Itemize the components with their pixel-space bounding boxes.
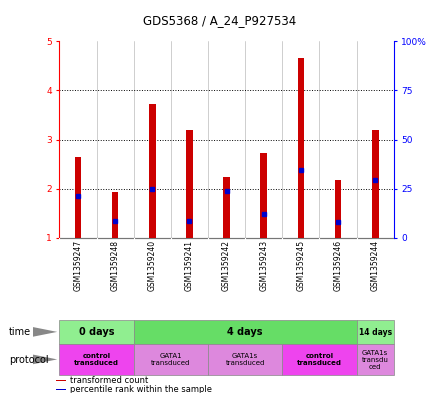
Text: time: time — [9, 327, 31, 337]
Bar — [335, 180, 341, 238]
Text: 4 days: 4 days — [227, 327, 263, 337]
Bar — [55, 380, 66, 381]
Text: transformed count: transformed count — [70, 376, 148, 385]
Bar — [372, 130, 378, 238]
Text: control
transduced: control transduced — [297, 353, 342, 366]
Bar — [357, 320, 394, 344]
Polygon shape — [33, 354, 57, 364]
Text: 14 days: 14 days — [359, 328, 392, 336]
Bar — [282, 344, 357, 375]
Bar — [208, 344, 282, 375]
Bar — [134, 344, 208, 375]
Text: GSM1359245: GSM1359245 — [297, 240, 305, 291]
Bar — [223, 177, 230, 238]
Bar — [134, 320, 357, 344]
Text: GSM1359240: GSM1359240 — [148, 240, 157, 291]
Text: GATA1s
transdu
ced: GATA1s transdu ced — [362, 350, 389, 369]
Bar — [297, 59, 304, 238]
Text: GATA1s
transduced: GATA1s transduced — [225, 353, 265, 366]
Text: GSM1359242: GSM1359242 — [222, 240, 231, 291]
Bar — [149, 104, 156, 238]
Bar — [59, 320, 134, 344]
Text: GSM1359248: GSM1359248 — [110, 240, 120, 291]
Polygon shape — [33, 327, 57, 337]
Text: GATA1
transduced: GATA1 transduced — [151, 353, 191, 366]
Text: percentile rank within the sample: percentile rank within the sample — [70, 385, 212, 393]
Bar — [59, 344, 134, 375]
Text: GSM1359243: GSM1359243 — [259, 240, 268, 291]
Text: control
transduced: control transduced — [74, 353, 119, 366]
Text: 0 days: 0 days — [79, 327, 114, 337]
Text: GDS5368 / A_24_P927534: GDS5368 / A_24_P927534 — [143, 14, 297, 27]
Text: GSM1359247: GSM1359247 — [73, 240, 82, 291]
Bar — [75, 157, 81, 238]
Text: protocol: protocol — [9, 354, 48, 365]
Bar — [186, 130, 193, 238]
Text: GSM1359244: GSM1359244 — [371, 240, 380, 291]
Text: GSM1359246: GSM1359246 — [334, 240, 343, 291]
Bar — [260, 153, 267, 238]
Text: GSM1359241: GSM1359241 — [185, 240, 194, 291]
Bar — [112, 192, 118, 238]
Bar — [357, 344, 394, 375]
